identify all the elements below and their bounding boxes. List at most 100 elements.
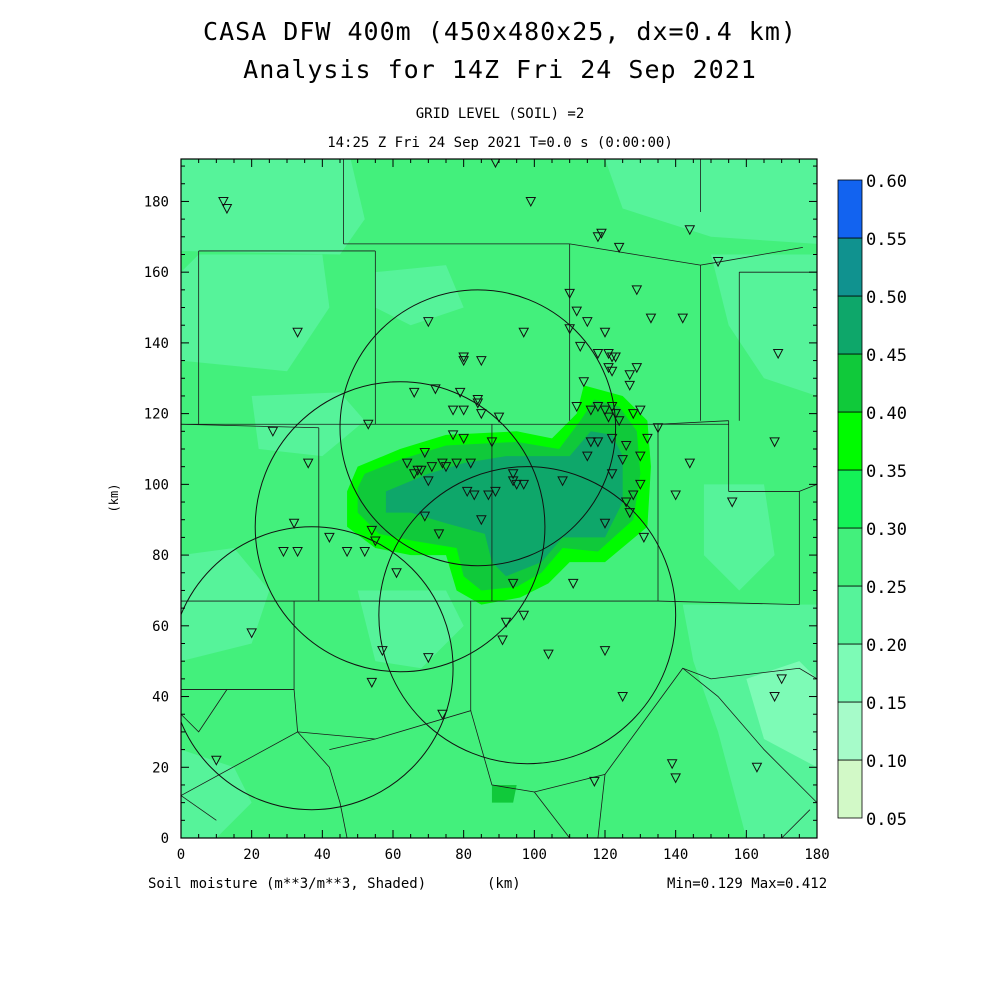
station-marker-49 — [610, 409, 621, 420]
station-marker-6 — [613, 242, 625, 253]
moisture-region-11 — [746, 661, 817, 768]
station-marker-87 — [490, 486, 501, 497]
station-marker-62 — [585, 437, 597, 448]
station-marker-38 — [447, 405, 459, 416]
colorbar-label-8: 0.45 — [866, 346, 907, 366]
station-marker-96 — [288, 518, 300, 529]
station-marker-103 — [278, 547, 289, 558]
station-marker-120 — [543, 649, 554, 660]
y-tick-label-80: 80 — [152, 548, 169, 564]
station-marker-131 — [751, 762, 763, 773]
station-marker-111 — [391, 568, 402, 579]
colorbar-swatch-8 — [837, 295, 863, 355]
station-marker-50 — [603, 412, 614, 423]
station-marker-14 — [677, 313, 689, 324]
station-marker-130 — [589, 776, 600, 787]
station-marker-40 — [476, 409, 487, 420]
station-marker-34 — [408, 387, 420, 398]
county-boundary-6 — [721, 247, 803, 262]
county-boundary-38 — [682, 667, 817, 803]
station-marker-47 — [599, 405, 611, 416]
y-tick-label-120: 120 — [144, 407, 169, 423]
x-tick-label-160: 160 — [734, 847, 759, 863]
colorbar-label-3: 0.20 — [866, 636, 907, 656]
y-tick-label-180: 180 — [144, 194, 169, 210]
station-marker-26 — [603, 349, 614, 360]
county-boundary-30 — [293, 689, 298, 732]
station-marker-60 — [458, 433, 469, 444]
station-marker-29 — [603, 363, 614, 374]
colorbar-label-2: 0.15 — [866, 694, 907, 714]
station-marker-5 — [592, 232, 604, 243]
colorbar-swatch-1 — [837, 701, 863, 761]
field-label: Soil moisture (m**3/m**3, Shaded) — [148, 876, 427, 892]
y-tick-label-40: 40 — [152, 690, 169, 706]
chart-title-line2: Analysis for 14Z Fri 24 Sep 2021 — [243, 55, 757, 84]
x-tick-label-100: 100 — [522, 847, 547, 863]
station-marker-8 — [712, 257, 724, 268]
station-marker-2 — [221, 204, 233, 215]
station-marker-52 — [627, 409, 639, 420]
x-tick-label-80: 80 — [455, 847, 472, 863]
station-marker-24 — [574, 341, 586, 353]
station-marker-63 — [592, 437, 604, 448]
station-marker-86 — [518, 479, 530, 490]
county-boundary-34 — [329, 738, 376, 750]
station-marker-45 — [585, 405, 597, 416]
station-marker-94 — [726, 497, 738, 508]
station-marker-118 — [377, 646, 388, 657]
station-marker-75 — [426, 462, 438, 473]
chart-subtitle-time: 14:25 Z Fri 24 Sep 2021 T=0.0 s (0:00:00… — [327, 135, 673, 151]
station-marker-72 — [401, 458, 413, 469]
station-marker-13 — [645, 313, 657, 324]
station-marker-59 — [447, 430, 459, 441]
station-marker-10 — [423, 317, 434, 328]
moisture-region-10 — [682, 604, 817, 838]
colorbar-swatch-10 — [837, 179, 863, 239]
station-marker-1 — [218, 196, 229, 208]
station-marker-41 — [493, 412, 505, 423]
station-marker-39 — [458, 405, 469, 416]
station-marker-31 — [624, 370, 636, 381]
station-marker-82 — [507, 476, 519, 487]
county-boundary-25 — [657, 600, 800, 605]
x-tick-label-180: 180 — [804, 847, 829, 863]
y-tick-label-140: 140 — [144, 336, 169, 352]
station-marker-80 — [465, 458, 477, 469]
station-marker-53 — [635, 405, 646, 416]
station-marker-32 — [631, 363, 643, 374]
colorbar-label-10: 0.55 — [866, 230, 907, 250]
moisture-region-3 — [181, 254, 330, 372]
x-tick-label-60: 60 — [385, 847, 402, 863]
station-marker-55 — [267, 426, 279, 437]
county-boundary-22 — [799, 483, 817, 492]
station-marker-85 — [606, 469, 618, 480]
y-axis-label: (km) — [107, 484, 121, 513]
station-marker-15 — [772, 349, 784, 360]
station-marker-104 — [292, 547, 303, 558]
station-marker-119 — [423, 653, 434, 664]
station-marker-69 — [684, 458, 696, 469]
station-marker-28 — [610, 352, 621, 363]
radar-range-ring-3 — [181, 526, 454, 811]
colorbar-swatch-3 — [837, 585, 863, 645]
station-marker-122 — [366, 677, 378, 688]
station-marker-108 — [359, 547, 371, 558]
station-marker-56 — [302, 458, 314, 469]
station-marker-114 — [500, 617, 512, 628]
station-marker-121 — [599, 646, 611, 657]
county-boundary-37 — [597, 774, 606, 838]
station-marker-36 — [472, 394, 484, 406]
station-marker-117 — [246, 628, 257, 639]
colorbar-swatch-9 — [837, 237, 863, 297]
station-marker-12 — [631, 285, 643, 296]
x-tick-label-0: 0 — [177, 847, 185, 863]
station-marker-98 — [476, 515, 487, 526]
station-marker-89 — [468, 490, 480, 501]
station-marker-110 — [324, 532, 335, 543]
station-marker-78 — [423, 476, 434, 487]
station-marker-18 — [476, 356, 487, 367]
county-boundary-4 — [569, 243, 701, 266]
colorbar-label-6: 0.35 — [866, 462, 907, 482]
y-tick-label-60: 60 — [152, 619, 169, 635]
